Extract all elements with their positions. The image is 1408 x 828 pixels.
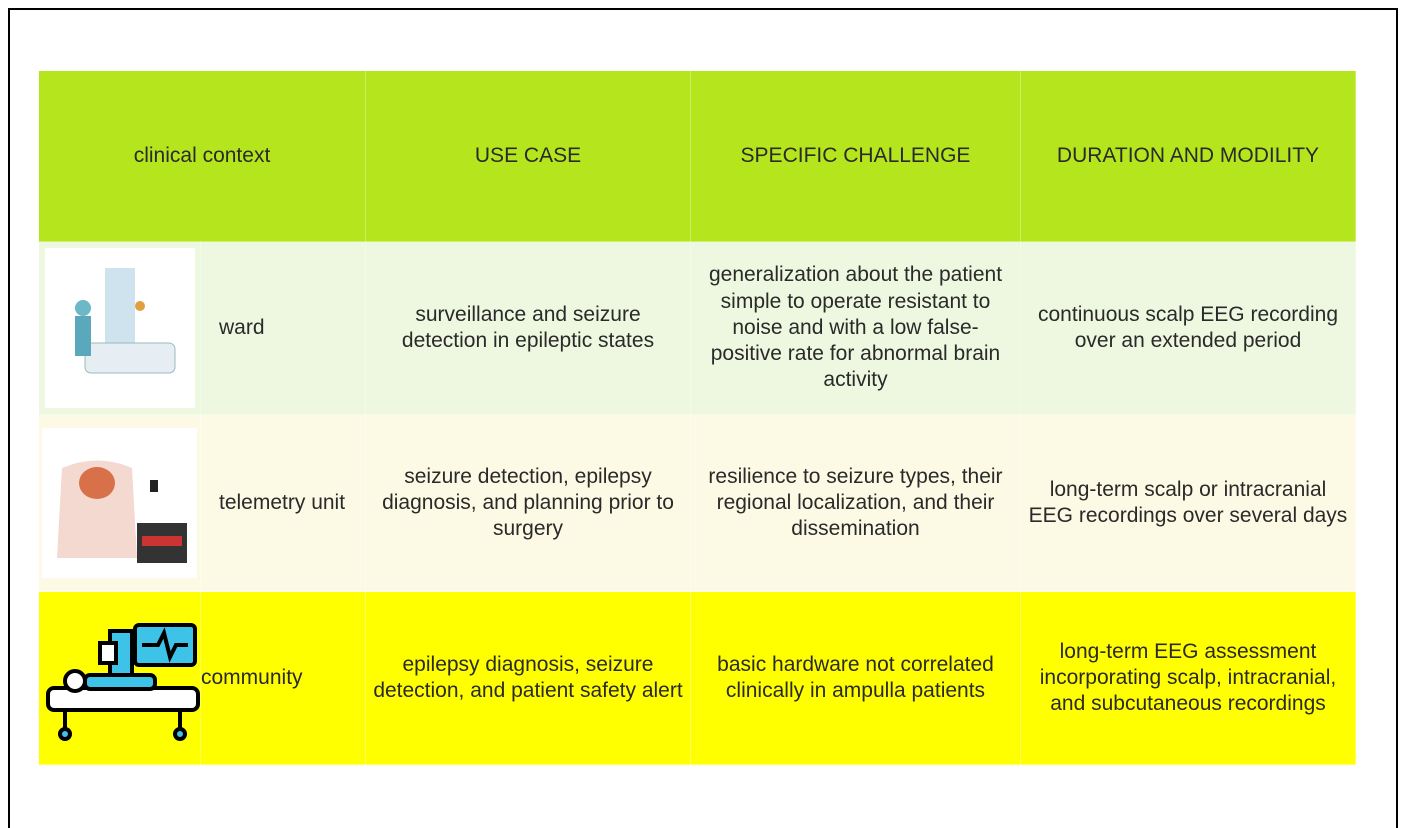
icon-cell [38,591,201,765]
row: ward surveillance and seizure detection … [38,241,1356,415]
cell: surveillance and seizure detection in ep… [365,241,691,415]
row: community epilepsy diagnosis, seizure de… [38,591,1356,765]
cell: ward [200,241,366,415]
cell: community [200,591,366,765]
frame [8,8,1398,828]
cell: seizure detection, epilepsy diagnosis, a… [365,414,691,592]
telemetry-icon [42,428,197,578]
row: telemetry unit seizure detection, epilep… [38,414,1356,592]
header-cell: SPECIFIC CHALLENGE [690,70,1021,242]
cell: basic hardware not correlated clinically… [690,591,1021,765]
cell: resilience to seizure types, their regio… [690,414,1021,592]
table: clinical context USE CASE SPECIFIC CHALL… [38,70,1356,765]
cell: long-term EEG assessment incorporating s… [1020,591,1356,765]
cell: generalization about the patient simple … [690,241,1021,415]
header-cell: USE CASE [365,70,691,242]
cell: epilepsy diagnosis, seizure detection, a… [365,591,691,765]
icon-cell [38,414,201,592]
header-row: clinical context USE CASE SPECIFIC CHALL… [38,70,1356,242]
header-cell: clinical context [38,70,366,242]
community-icon [45,623,200,741]
cell: long-term scalp or intracranial EEG reco… [1020,414,1356,592]
cell: telemetry unit [200,414,366,592]
cell: continuous scalp EEG recording over an e… [1020,241,1356,415]
ward-icon [44,248,195,408]
header-cell: DURATION AND MODILITY [1020,70,1356,242]
icon-cell [38,241,201,415]
